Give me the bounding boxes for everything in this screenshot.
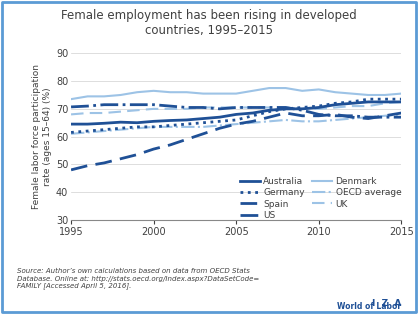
Text: Source: Author’s own calculations based on data from OECD Stats
Database. Online: Source: Author’s own calculations based … bbox=[17, 268, 259, 290]
Legend: Australia, Germany, Spain, US, Denmark, OECD average, UK: Australia, Germany, Spain, US, Denmark, … bbox=[240, 177, 401, 220]
Text: I  Z  A: I Z A bbox=[372, 299, 401, 308]
Y-axis label: Female labor force participation
rate (ages 15–64) (%): Female labor force participation rate (a… bbox=[32, 64, 52, 209]
Text: Female employment has been rising in developed
countries, 1995–2015: Female employment has been rising in dev… bbox=[61, 9, 357, 37]
Text: World of Labor: World of Labor bbox=[337, 302, 401, 311]
